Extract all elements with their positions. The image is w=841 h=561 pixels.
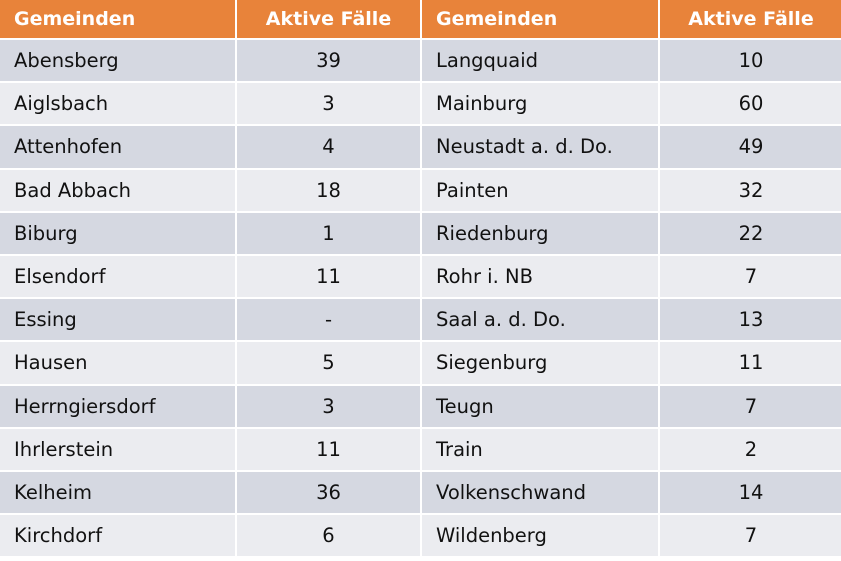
active-cases-cell: 3	[237, 83, 420, 125]
municipality-cell: Mainburg	[422, 83, 658, 125]
municipality-cell: Ihrlerstein	[0, 428, 235, 470]
header-active-cases: Aktive Fälle	[660, 0, 841, 38]
active-cases-cell: 49	[660, 126, 841, 168]
municipality-cell: Painten	[422, 169, 658, 211]
municipality-cell: Herrngiersdorf	[0, 385, 235, 427]
active-cases-cell: 7	[660, 255, 841, 298]
header-active-cases: Aktive Fälle	[237, 0, 420, 38]
active-cases-cell: 36	[237, 471, 420, 514]
active-cases-cell: 6	[237, 515, 420, 557]
active-cases-cell: 18	[237, 169, 420, 211]
active-cases-cell: -	[237, 299, 420, 341]
header-municipality: Gemeinden	[0, 0, 235, 38]
municipality-cell: Volkenschwand	[422, 471, 658, 514]
municipality-cell: Saal a. d. Do.	[422, 299, 658, 341]
municipality-cell: Aiglsbach	[0, 83, 235, 125]
active-cases-cell: 1	[237, 212, 420, 254]
active-cases-cell: 10	[660, 40, 841, 82]
municipality-cell: Teugn	[422, 385, 658, 427]
municipality-cell: Riedenburg	[422, 212, 658, 254]
municipality-cell: Essing	[0, 299, 235, 341]
header-municipality: Gemeinden	[422, 0, 658, 38]
active-cases-cell: 32	[660, 169, 841, 211]
active-cases-cell: 3	[237, 385, 420, 427]
active-cases-cell: 4	[237, 126, 420, 168]
active-cases-cell: 39	[237, 40, 420, 82]
active-cases-cell: 13	[660, 299, 841, 341]
municipality-cell: Elsendorf	[0, 255, 235, 298]
municipality-cell: Biburg	[0, 212, 235, 254]
active-cases-cell: 7	[660, 385, 841, 427]
municipality-cell: Train	[422, 428, 658, 470]
municipality-cell: Wildenberg	[422, 515, 658, 557]
active-cases-cell: 22	[660, 212, 841, 254]
municipality-cell: Kelheim	[0, 471, 235, 514]
active-cases-cell: 14	[660, 471, 841, 514]
active-cases-cell: 2	[660, 428, 841, 470]
municipality-cell: Bad Abbach	[0, 169, 235, 211]
active-cases-cell: 5	[237, 342, 420, 384]
municipality-cell: Langquaid	[422, 40, 658, 82]
active-cases-cell: 7	[660, 515, 841, 557]
active-cases-cell: 11	[237, 428, 420, 470]
municipality-cell: Attenhofen	[0, 126, 235, 168]
municipality-cell: Hausen	[0, 342, 235, 384]
municipality-cell: Siegenburg	[422, 342, 658, 384]
municipality-cell: Abensberg	[0, 40, 235, 82]
municipality-cell: Kirchdorf	[0, 515, 235, 557]
active-cases-cell: 11	[660, 342, 841, 384]
municipality-cell: Neustadt a. d. Do.	[422, 126, 658, 168]
active-cases-cell: 11	[237, 255, 420, 298]
municipality-cell: Rohr i. NB	[422, 255, 658, 298]
active-cases-cell: 60	[660, 83, 841, 125]
